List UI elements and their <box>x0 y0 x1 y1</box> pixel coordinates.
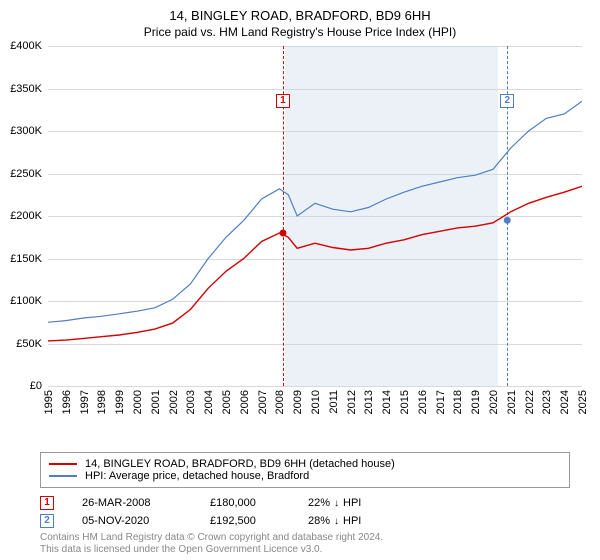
series-line <box>48 186 582 341</box>
x-axis-label: 2004 <box>203 390 215 414</box>
x-axis-label: 2002 <box>168 390 180 414</box>
x-axis-label: 2018 <box>452 390 464 414</box>
table-row: 1 26-MAR-2008 £180,000 22%↓HPI <box>40 494 570 512</box>
x-axis-label: 2013 <box>363 390 375 414</box>
grid-line <box>48 386 582 387</box>
y-axis-label: £150K <box>0 253 42 265</box>
footer-line-1: Contains HM Land Registry data © Crown c… <box>40 532 383 544</box>
marker-box: 2 <box>500 94 514 108</box>
y-axis-label: £100K <box>0 295 42 307</box>
x-axis-label: 2009 <box>292 390 304 414</box>
legend-swatch <box>49 475 77 477</box>
legend-row: 14, BINGLEY ROAD, BRADFORD, BD9 6HH (det… <box>49 458 561 470</box>
y-axis-label: £50K <box>0 338 42 350</box>
y-axis-label: £0 <box>0 380 42 392</box>
y-axis-label: £300K <box>0 125 42 137</box>
y-axis-label: £400K <box>0 40 42 52</box>
plot-area: £0£50K£100K£150K£200K£250K£300K£350K£400… <box>48 46 582 386</box>
x-axis-label: 1995 <box>43 390 55 414</box>
sale-pct: 28%↓HPI <box>308 515 398 527</box>
x-axis-label: 2006 <box>239 390 251 414</box>
x-axis-label: 2003 <box>185 390 197 414</box>
legend-swatch <box>49 463 77 465</box>
marker-box: 1 <box>276 94 290 108</box>
x-axis-label: 2010 <box>310 390 322 414</box>
sale-price: £180,000 <box>210 497 280 509</box>
x-axis-label: 1998 <box>96 390 108 414</box>
x-axis-label: 2001 <box>150 390 162 414</box>
x-axis-label: 2015 <box>399 390 411 414</box>
sale-marker: 2 <box>40 514 54 528</box>
x-axis-label: 2025 <box>577 390 589 414</box>
table-row: 2 05-NOV-2020 £192,500 28%↓HPI <box>40 512 570 530</box>
x-axis-label: 2022 <box>524 390 536 414</box>
sale-date: 26-MAR-2008 <box>82 497 182 509</box>
x-axis-label: 2007 <box>257 390 269 414</box>
x-axis-label: 1999 <box>114 390 126 414</box>
x-axis-label: 1997 <box>79 390 91 414</box>
legend-label: 14, BINGLEY ROAD, BRADFORD, BD9 6HH (det… <box>85 458 395 470</box>
chart: £0£50K£100K£150K£200K£250K£300K£350K£400… <box>48 46 582 416</box>
footer: Contains HM Land Registry data © Crown c… <box>40 532 383 556</box>
x-axis-label: 2021 <box>506 390 518 414</box>
footer-line-2: This data is licensed under the Open Gov… <box>40 544 383 556</box>
x-axis-label: 2020 <box>488 390 500 414</box>
x-axis-label: 2005 <box>221 390 233 414</box>
x-axis-label: 1996 <box>61 390 73 414</box>
sale-price: £192,500 <box>210 515 280 527</box>
x-axis-label: 2014 <box>381 390 393 414</box>
x-axis-label: 2016 <box>417 390 429 414</box>
legend: 14, BINGLEY ROAD, BRADFORD, BD9 6HH (det… <box>40 452 570 488</box>
x-axis-label: 2012 <box>346 390 358 414</box>
sale-pct: 22%↓HPI <box>308 497 398 509</box>
legend-label: HPI: Average price, detached house, Brad… <box>85 470 309 482</box>
sale-marker: 1 <box>40 496 54 510</box>
x-axis-label: 2024 <box>559 390 571 414</box>
arrow-down-icon: ↓ <box>334 498 339 509</box>
marker-dot <box>504 217 511 224</box>
y-axis-label: £250K <box>0 168 42 180</box>
x-axis-label: 2017 <box>435 390 447 414</box>
x-axis-label: 2008 <box>274 390 286 414</box>
chart-subtitle: Price paid vs. HM Land Registry's House … <box>0 25 600 39</box>
marker-dot <box>279 230 286 237</box>
series-line <box>48 101 582 322</box>
x-axis-label: 2023 <box>541 390 553 414</box>
arrow-down-icon: ↓ <box>334 516 339 527</box>
x-axis-label: 2000 <box>132 390 144 414</box>
sale-date: 05-NOV-2020 <box>82 515 182 527</box>
x-axis-label: 2019 <box>470 390 482 414</box>
x-axis-label: 2011 <box>328 390 340 414</box>
y-axis-label: £350K <box>0 83 42 95</box>
legend-row: HPI: Average price, detached house, Brad… <box>49 470 561 482</box>
sales-table: 1 26-MAR-2008 £180,000 22%↓HPI 2 05-NOV-2020 £… <box>40 494 570 530</box>
chart-title: 14, BINGLEY ROAD, BRADFORD, BD9 6HH <box>0 8 600 23</box>
y-axis-label: £200K <box>0 210 42 222</box>
